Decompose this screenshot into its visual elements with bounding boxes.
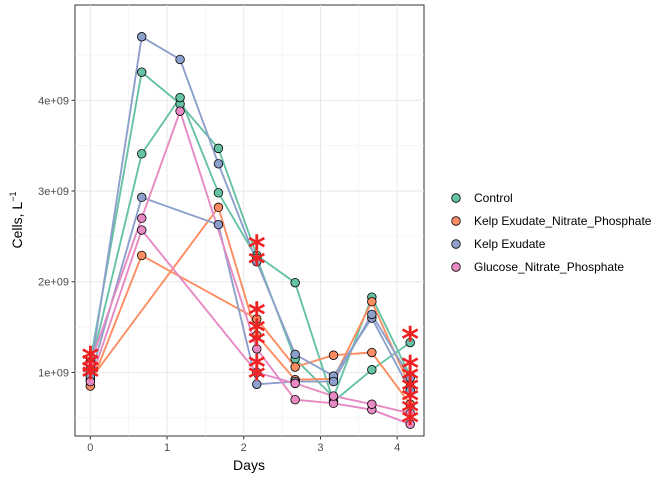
data-point (85, 376, 96, 387)
x-axis-title: Days (233, 457, 265, 473)
series-line (89, 110, 411, 426)
legend: Control Kelp Exudate_Nitrate_Phosphate Kel… (451, 191, 652, 274)
star-marker: * (401, 371, 419, 411)
star-marker: * (401, 360, 419, 400)
star-marker: * (401, 393, 419, 433)
star-marker: * (401, 320, 419, 360)
axis-ticks: 0 1 2 3 4 1e+09 2e+09 3e+09 4e+09 (38, 95, 400, 454)
series-line (89, 196, 412, 386)
legend-label: Kelp Exudate_Nitrate_Phosphate (474, 214, 652, 228)
data-point (405, 399, 415, 409)
data-point (137, 149, 147, 159)
data-point (367, 309, 377, 320)
data-point (367, 365, 377, 375)
star-marker: * (81, 358, 99, 398)
data-point (252, 314, 262, 324)
x-tick-label: 1 (164, 442, 170, 454)
data-point (175, 54, 185, 65)
star-marker: * (248, 325, 266, 365)
legend-swatch (451, 216, 461, 226)
data-point (137, 250, 147, 261)
data-point (213, 219, 224, 230)
star-marker: * (401, 349, 419, 389)
star-marker: * (248, 348, 266, 388)
star-marker: * (81, 346, 99, 386)
data-point (405, 337, 415, 348)
data-point (252, 330, 262, 340)
data-point (137, 192, 147, 203)
data-point (137, 67, 147, 77)
star-marker: * (81, 340, 99, 380)
data-point (328, 391, 339, 401)
data-point (290, 349, 300, 360)
data-point (405, 385, 415, 396)
star-marker: * (401, 403, 419, 443)
star-marker: * (248, 313, 266, 353)
series-points (85, 32, 415, 429)
y-tick-label: 2e+09 (38, 277, 69, 289)
data-point (328, 350, 339, 360)
data-point (290, 362, 300, 372)
data-point (213, 143, 224, 154)
star-marker: * (248, 245, 266, 285)
data-point (175, 92, 185, 103)
data-point (405, 373, 415, 383)
data-point (213, 202, 224, 213)
star-marker: * (248, 296, 266, 336)
data-point (367, 297, 377, 307)
data-point (85, 358, 96, 369)
star-marker: * (81, 354, 99, 394)
data-point (290, 378, 300, 389)
star-markers: ****************** (81, 228, 419, 443)
legend-label: Control (474, 191, 513, 205)
legend-label: Kelp Exudate (474, 237, 546, 251)
y-axis-title-superscript: −1 (8, 192, 18, 202)
data-point (252, 257, 262, 267)
legend-label: Glucose_Nitrate_Phosphate (474, 260, 624, 274)
legend-swatch (451, 193, 461, 203)
data-point (367, 347, 377, 358)
data-point (290, 277, 300, 288)
star-marker: * (401, 382, 419, 422)
data-point (367, 399, 377, 409)
x-tick-label: 2 (241, 442, 247, 454)
data-point (252, 344, 262, 354)
data-point (290, 395, 300, 405)
data-point (137, 213, 147, 223)
data-point (213, 188, 224, 198)
star-marker: * (248, 228, 266, 268)
y-axis-title-main: Cells, L (9, 202, 25, 249)
data-point (137, 32, 147, 42)
x-tick-label: 0 (87, 442, 93, 454)
y-tick-label: 3e+09 (38, 186, 69, 198)
y-tick-label: 4e+09 (38, 95, 69, 107)
legend-swatch (451, 262, 461, 272)
y-axis-title: Cells, L−1 (8, 192, 25, 249)
legend-swatch (451, 239, 461, 249)
y-tick-label: 1e+09 (38, 367, 69, 379)
data-point (213, 159, 224, 169)
data-point (175, 106, 185, 116)
data-point (252, 367, 262, 378)
data-point (137, 225, 147, 235)
data-point (405, 419, 415, 429)
x-tick-label: 3 (317, 442, 323, 454)
data-point (252, 379, 262, 389)
x-tick-label: 4 (394, 442, 400, 454)
data-point (405, 408, 415, 419)
data-point (328, 376, 339, 387)
star-marker: * (248, 359, 266, 399)
